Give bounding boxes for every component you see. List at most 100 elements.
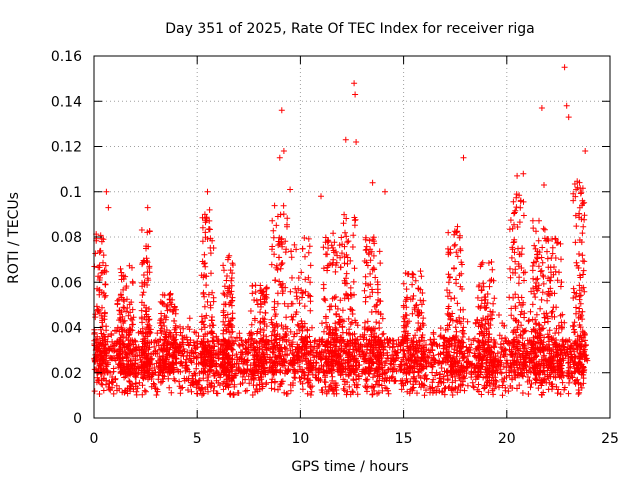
data-point [169, 308, 176, 315]
data-point [166, 340, 173, 347]
data-point [263, 284, 270, 291]
data-point [440, 342, 447, 349]
data-point [115, 354, 121, 361]
data-point [113, 327, 120, 334]
data-point [568, 343, 575, 350]
data-point [563, 337, 569, 344]
data-point [509, 385, 516, 391]
data-point [217, 341, 224, 348]
data-point [152, 350, 159, 357]
data-point [129, 365, 136, 372]
data-point [289, 343, 296, 350]
data-point [503, 357, 510, 364]
data-point [317, 377, 324, 383]
data-point [105, 204, 112, 211]
data-point [362, 376, 369, 383]
data-point [332, 320, 339, 327]
data-point [282, 238, 289, 245]
data-point [190, 350, 197, 357]
data-point [490, 391, 497, 398]
data-point [486, 283, 493, 290]
data-point [235, 367, 242, 374]
data-point [495, 358, 502, 365]
data-point [534, 365, 541, 372]
data-point [516, 382, 523, 389]
data-point [433, 369, 440, 376]
data-point [331, 294, 338, 301]
data-point [136, 379, 143, 386]
data-point [100, 290, 107, 297]
data-point [437, 325, 444, 332]
data-point [270, 234, 277, 241]
data-point [573, 362, 580, 369]
data-point [204, 377, 211, 384]
data-point [446, 289, 453, 296]
data-point [188, 379, 195, 386]
data-point [553, 304, 560, 311]
data-point [480, 315, 487, 322]
data-point [507, 274, 514, 281]
data-point [199, 350, 206, 357]
data-point [127, 309, 134, 316]
data-point [258, 362, 265, 369]
data-point [173, 355, 180, 362]
data-point [170, 339, 177, 346]
data-point [510, 198, 517, 205]
data-point [417, 324, 424, 330]
data-point [349, 311, 356, 317]
data-point [461, 387, 468, 394]
data-point [487, 308, 494, 315]
data-point [211, 383, 218, 390]
data-point [483, 304, 490, 311]
data-point [459, 343, 466, 350]
data-point [547, 285, 554, 292]
data-point [402, 270, 409, 277]
data-point [121, 389, 128, 396]
data-point [541, 226, 548, 233]
data-point [223, 328, 230, 335]
data-point [208, 362, 215, 368]
data-point [351, 381, 358, 388]
data-point [229, 368, 236, 375]
data-point [377, 311, 384, 318]
data-point [576, 237, 583, 243]
data-point [124, 363, 131, 369]
data-point [277, 265, 284, 272]
data-point [375, 334, 382, 341]
data-point [407, 296, 414, 303]
data-point [261, 369, 268, 376]
data-point [313, 360, 320, 367]
data-point [393, 352, 399, 359]
data-point [577, 324, 584, 331]
data-point [557, 240, 564, 247]
data-point [496, 384, 502, 391]
data-point [548, 269, 554, 276]
data-point [319, 320, 325, 327]
data-point [377, 361, 383, 368]
data-point [508, 312, 515, 319]
data-point [141, 387, 148, 394]
data-point [553, 383, 560, 390]
data-point [272, 277, 279, 284]
data-point [418, 273, 425, 280]
data-point [191, 329, 198, 335]
data-point [544, 357, 551, 364]
axis-ticks: 00.020.040.060.080.10.120.140.160 5 10 15 20… [51, 49, 619, 447]
data-point [529, 301, 536, 308]
data-point [269, 217, 276, 224]
data-point [338, 356, 344, 363]
data-point [367, 368, 374, 375]
data-point [256, 345, 263, 352]
data-point [369, 391, 376, 398]
data-point [559, 342, 566, 349]
data-point [406, 318, 412, 325]
data-point [416, 338, 423, 345]
data-point [342, 136, 349, 143]
data-point [519, 390, 526, 396]
data-point [287, 186, 294, 193]
data-point [454, 350, 461, 357]
data-point [364, 388, 370, 395]
data-point [407, 378, 414, 385]
data-point [425, 347, 432, 354]
